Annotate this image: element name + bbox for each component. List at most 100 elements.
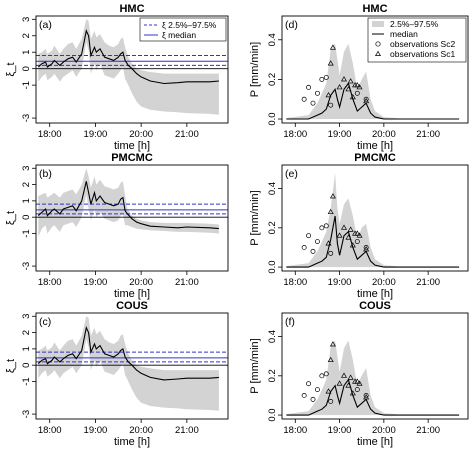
y-tick-label: 2: [21, 33, 32, 38]
legend-label: observations Sc1: [390, 49, 455, 59]
observation-sc1-point: [349, 242, 356, 248]
observation-sc1-point: [336, 380, 343, 386]
observation-sc1-point: [325, 240, 332, 246]
median-line: [37, 325, 219, 381]
y-tick-label: 0.4: [267, 182, 278, 195]
plot-frame: [281, 15, 469, 124]
panel-title: COUS: [359, 300, 391, 312]
x-tick-label: 18:00: [38, 425, 62, 436]
plot-frame: [35, 164, 229, 272]
x-tick-label: 20:00: [372, 129, 396, 140]
observation-sc2-point: [328, 102, 334, 108]
x-tick-label: 21:00: [175, 129, 199, 140]
observation-sc1-point: [363, 246, 370, 252]
observation-sc2-point: [301, 244, 307, 250]
observation-sc2-point: [323, 223, 329, 229]
observation-sc1-point: [327, 60, 334, 66]
y-tick-label: -3: [21, 410, 32, 418]
y-axis-label: ξ_t: [5, 359, 17, 373]
x-tick-label: 20:00: [372, 425, 396, 436]
x-tick-label: 19:00: [328, 277, 352, 288]
x-tick-label: 20:00: [372, 277, 396, 288]
panel-a: 18:00 19:00 20:00 21:00 -3 -1 0 1 2 3 HMC time [h] ξ…: [5, 3, 229, 152]
observation-sc1-point: [336, 232, 343, 238]
observation-sc1-point: [354, 82, 361, 88]
y-tick-label: 0.0: [267, 112, 278, 125]
quantile-band: [38, 316, 219, 411]
observation-sc1-point: [340, 372, 348, 378]
x-tick-label: 19:00: [84, 277, 108, 288]
y-tick-label: 3: [21, 166, 32, 171]
observation-sc2-point: [314, 387, 320, 393]
x-tick-label: 18:00: [283, 425, 307, 436]
y-axis-label: ξ_t: [5, 62, 17, 76]
observation-sc1-point: [347, 78, 354, 84]
legend-band-key: [372, 21, 384, 27]
observation-sc1-point: [347, 374, 354, 380]
x-tick-label: 21:00: [416, 425, 440, 436]
y-tick-label: 0.0: [267, 408, 278, 421]
y-tick-label: 0.0: [267, 260, 278, 273]
observation-sc1-point: [347, 226, 354, 232]
observation-sc2-point: [306, 381, 312, 387]
panel-letter: (a): [39, 19, 52, 31]
y-tick-label: 3: [21, 314, 32, 319]
observation-sc2-point: [354, 387, 360, 393]
observation-sc1-point: [349, 93, 356, 100]
legend-label: ξ median: [162, 30, 196, 40]
observation-sc1-point: [356, 380, 363, 386]
legend-triangle-key: [374, 50, 382, 56]
y-tick-label: -1: [21, 229, 32, 237]
panel-letter: (f): [285, 316, 295, 328]
observation-sc1-point: [349, 390, 356, 396]
x-axis-label: time [h]: [357, 288, 393, 300]
observation-sc1-point: [329, 193, 336, 199]
observation-sc1-point: [345, 234, 352, 240]
observation-sc1-point: [327, 356, 334, 363]
observation-sc2-point: [314, 239, 320, 245]
x-tick-label: 18:00: [283, 277, 307, 288]
legend-label: observations Sc2: [390, 39, 455, 49]
y-tick-label: -1: [21, 81, 32, 89]
observation-sc1-point: [325, 91, 332, 98]
panel-letter: (d): [285, 19, 298, 31]
observation-sc2-point: [363, 244, 369, 250]
observation-sc1-point: [345, 382, 352, 388]
observation-sc2-point: [301, 96, 307, 102]
observation-sc1-point: [329, 44, 336, 50]
y-tick-label: 0: [21, 363, 32, 368]
legend-box: [367, 17, 467, 63]
y-axis-label: ξ_t: [5, 211, 17, 225]
y-axis-label: P [mm/min]: [249, 338, 261, 393]
median-line: [286, 82, 460, 120]
x-tick-label: 19:00: [84, 129, 108, 140]
panel-c: 18:00 19:00 20:00 21:00 -3 -1 0 1 2 3 COUS time [h]…: [5, 300, 229, 448]
panel-b: 18:00 19:00 20:00 21:00 -3 -1 0 1 2 3 PMCMC time [h…: [5, 152, 229, 300]
observation-sc2-point: [310, 396, 316, 402]
y-tick-label: 0.2: [267, 73, 278, 86]
x-tick-label: 19:00: [84, 425, 108, 436]
legend-label: ξ 2.5%–97.5%: [162, 20, 217, 30]
x-tick-label: 21:00: [416, 129, 440, 140]
observation-sc2-point: [328, 250, 334, 256]
observation-sc1-point: [354, 378, 361, 384]
observation-sc2-point: [319, 76, 325, 82]
observation-sc2-point: [306, 233, 312, 239]
x-tick-label: 18:00: [38, 277, 62, 288]
x-axis-label: time [h]: [114, 436, 150, 448]
legend-label: median: [390, 29, 418, 39]
x-tick-label: 21:00: [175, 277, 199, 288]
x-tick-label: 19:00: [328, 425, 352, 436]
y-tick-label: 2: [21, 330, 32, 335]
observation-sc2-point: [301, 392, 307, 398]
observation-sc1-point: [354, 230, 361, 236]
x-axis-label: time [h]: [114, 288, 150, 300]
observation-sc1-point: [345, 86, 352, 92]
y-tick-label: 1: [21, 50, 32, 55]
x-tick-label: 20:00: [129, 277, 153, 288]
observation-sc1-point: [327, 208, 334, 215]
x-axis-label: time [h]: [114, 140, 150, 152]
plot-frame: [35, 15, 229, 124]
x-tick-label: 21:00: [416, 277, 440, 288]
observation-sc1-point: [325, 388, 332, 394]
